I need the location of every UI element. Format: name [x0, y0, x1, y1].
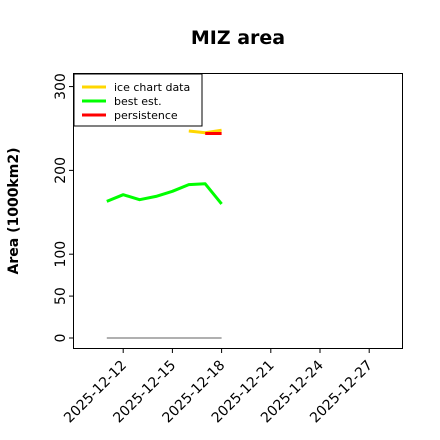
plot-frame	[73, 73, 403, 349]
series-line-best-est-	[106, 182, 223, 205]
y-tick-label: 300	[53, 73, 69, 100]
legend-label: best est.	[114, 95, 162, 108]
series-layer	[106, 128, 223, 339]
y-tick-label: 0	[53, 334, 69, 343]
y-axis: 0 50 100 200 300	[53, 73, 74, 342]
y-tick-label: 50	[53, 287, 69, 305]
legend-label: persistence	[114, 109, 178, 122]
y-axis-label: Area (1000km2)	[6, 148, 22, 275]
y-tick-label: 100	[53, 241, 69, 268]
legend-label: ice chart data	[114, 81, 190, 94]
y-tick-label: 200	[53, 157, 69, 184]
chart-title: MIZ area	[191, 27, 285, 49]
